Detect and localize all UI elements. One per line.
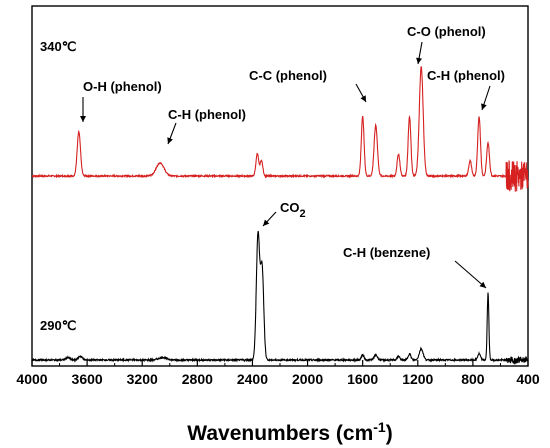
plot-frame xyxy=(31,5,529,367)
annotation-arrowhead xyxy=(416,57,422,64)
annotation-label: C-H (benzene) xyxy=(343,245,430,260)
x-tick-label-3200: 3200 xyxy=(127,371,158,387)
annotation-arrowhead xyxy=(481,103,487,110)
x-axis-tick-labels: 4000 3600 3200 2800 2400 2000 1600 1200 800 400 xyxy=(16,371,539,387)
series-290c-line xyxy=(31,230,529,365)
x-axis-title-close: ) xyxy=(386,422,393,445)
annotation-arrowhead xyxy=(479,281,486,288)
annotation-label: CO2 xyxy=(280,200,306,220)
annotation-arrowhead xyxy=(263,219,270,226)
annotation-label: C-O (phenol) xyxy=(407,24,486,39)
annotation-arrowhead xyxy=(80,116,86,122)
annotation-label: C-C (phenol) xyxy=(249,68,327,83)
x-tick-label-1600: 1600 xyxy=(347,371,378,387)
annotation-arrowhead xyxy=(167,137,173,144)
annotation-arrowhead xyxy=(360,95,366,102)
x-axis-title: Wavenumbers (cm-1) xyxy=(187,419,392,445)
annotation-label: C-H (phenol) xyxy=(427,68,505,83)
x-tick-label-3600: 3600 xyxy=(72,371,103,387)
x-tick-label-800: 800 xyxy=(461,371,485,387)
x-axis-title-superscript: -1 xyxy=(373,419,386,435)
annotation-label: C-H (phenol) xyxy=(168,107,246,122)
series-340c-line xyxy=(31,66,529,192)
x-axis-ticks xyxy=(31,360,529,366)
x-tick-label-4000: 4000 xyxy=(16,371,47,387)
peak-annotations: O-H (phenol) C-H (phenol) C-C (phenol) C-O … xyxy=(80,24,505,289)
x-tick-label-2800: 2800 xyxy=(182,371,213,387)
x-tick-label-2400: 2400 xyxy=(237,371,268,387)
x-tick-label-400: 400 xyxy=(516,371,540,387)
x-tick-label-2000: 2000 xyxy=(292,371,323,387)
series-290c-label: 290℃ xyxy=(40,318,76,333)
annotation-arrow xyxy=(454,260,487,289)
annotation-label: O-H (phenol) xyxy=(83,79,162,94)
x-tick-label-1200: 1200 xyxy=(402,371,433,387)
series-340c-label: 340℃ xyxy=(40,39,76,54)
